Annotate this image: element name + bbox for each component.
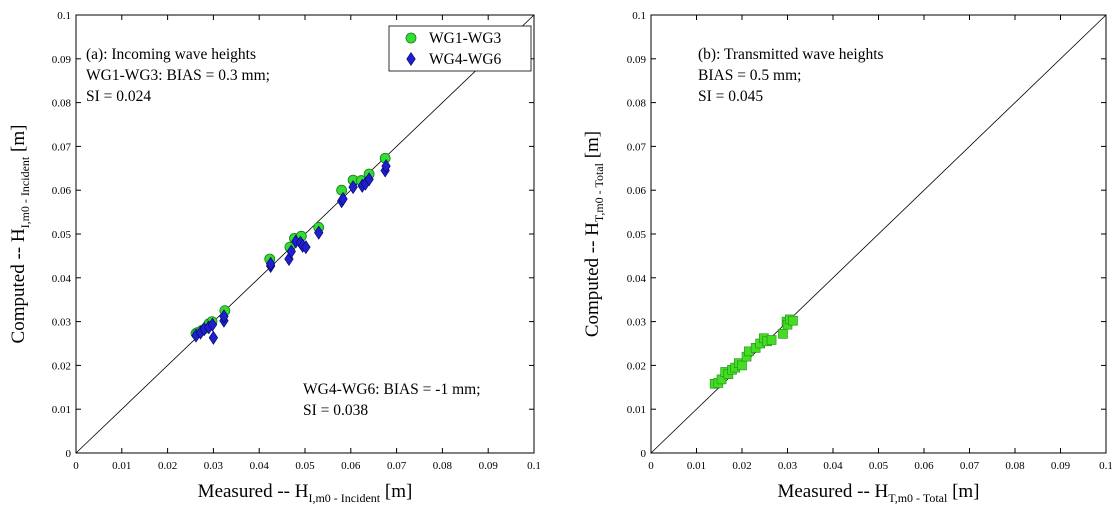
data-point bbox=[737, 360, 747, 371]
reference-line bbox=[650, 14, 1107, 454]
y-tick-label: 0.02 bbox=[52, 360, 71, 372]
y-tick-label: 0.07 bbox=[627, 141, 647, 153]
data-point bbox=[208, 330, 219, 345]
data-point bbox=[348, 180, 358, 195]
x-tick-label: 0.01 bbox=[112, 460, 131, 472]
y-tick-label: 0.02 bbox=[627, 360, 646, 372]
y-tick-label: 0.08 bbox=[52, 98, 72, 110]
x-tick-label: 0.08 bbox=[1005, 460, 1025, 472]
series-wg4-wg6 bbox=[191, 159, 391, 345]
data-point bbox=[381, 159, 391, 174]
x-tick-label: 0.05 bbox=[295, 460, 315, 472]
y-tick-label: 0.1 bbox=[57, 10, 71, 22]
y-tick-label: 0.06 bbox=[52, 185, 72, 197]
data-point bbox=[301, 240, 311, 255]
y-tick-label: 0.05 bbox=[627, 229, 647, 241]
panel-b-transmitted: 00 0.01 0.01 0.02 0.02 0.03 0.03 0.04 0.04 0.05 0.… bbox=[582, 10, 1113, 505]
data-point bbox=[314, 225, 324, 240]
x-tick-label: 0.06 bbox=[341, 460, 361, 472]
y-tick-label: 0.05 bbox=[52, 229, 72, 241]
y-tick-label: 0.03 bbox=[52, 317, 72, 329]
x-tick-label: 0.02 bbox=[732, 460, 751, 472]
x-tick-label: 0.03 bbox=[204, 460, 224, 472]
data-point bbox=[265, 256, 276, 271]
annotation-text: WG4-WG6: BIAS = -1 mm; bbox=[303, 381, 481, 398]
legend-marker bbox=[405, 32, 417, 44]
y-tick-label: 0.07 bbox=[52, 141, 72, 153]
y-tick-label: 0.01 bbox=[627, 404, 646, 416]
legend: WG1-WG3 WG4-WG6 bbox=[388, 25, 532, 72]
data-point bbox=[286, 244, 296, 259]
data-point bbox=[207, 317, 218, 332]
x-tick-label: 0.09 bbox=[479, 460, 499, 472]
annotation-text: BIAS = 0.5 mm; bbox=[698, 67, 801, 84]
data-point bbox=[219, 309, 229, 324]
x-tick-label: 0.09 bbox=[1051, 460, 1071, 472]
x-axis-label: Measured -- HT,m0 - Total [m] bbox=[777, 481, 979, 505]
y-tick-label: 0.04 bbox=[627, 273, 647, 285]
data-point bbox=[766, 335, 777, 345]
y-tick-label: 0.1 bbox=[632, 10, 646, 22]
x-tick-label: 0.07 bbox=[387, 460, 407, 472]
x-tick-label: 0 bbox=[648, 460, 654, 472]
annotation-text: SI = 0.038 bbox=[303, 402, 368, 419]
data-point bbox=[778, 329, 788, 339]
data-point bbox=[338, 191, 348, 207]
x-tick-label: 0.05 bbox=[869, 460, 889, 472]
annotation-text: (b): Transmitted wave heights bbox=[698, 46, 884, 63]
panel-a-incoming: 00 0.01 0.01 0.02 0.02 0.03 0.03 0.04 0.04 0.05 0.… bbox=[8, 10, 541, 505]
x-tick-label: 0.1 bbox=[1099, 460, 1113, 472]
legend-label: WG1-WG3 bbox=[429, 30, 502, 47]
x-tick-label: 0.1 bbox=[527, 460, 541, 472]
y-tick-label: 0.09 bbox=[627, 54, 647, 66]
y-tick-label: 0.01 bbox=[52, 404, 71, 416]
x-tick-label: 0.03 bbox=[778, 460, 798, 472]
annotation-text: SI = 0.024 bbox=[86, 88, 151, 105]
y-axis-label: Computed -- HT,m0 - Total [m] bbox=[582, 131, 606, 337]
series-data bbox=[709, 314, 798, 389]
y-tick-label: 0 bbox=[641, 448, 647, 460]
legend-label: WG4-WG6 bbox=[429, 51, 502, 68]
x-tick-label: 0.04 bbox=[823, 460, 843, 472]
legend-marker bbox=[406, 51, 416, 67]
y-tick-label: 0.09 bbox=[52, 54, 72, 66]
x-axis-label: Measured -- HI,m0 - Incident [m] bbox=[198, 481, 413, 505]
data-point bbox=[336, 184, 348, 196]
data-point bbox=[364, 172, 374, 187]
y-tick-label: 0.08 bbox=[627, 98, 647, 110]
y-tick-label: 0.06 bbox=[627, 185, 647, 197]
x-tick-label: 0.06 bbox=[914, 460, 934, 472]
y-axis-label: Computed -- HI,m0 - Incident [m] bbox=[8, 125, 32, 344]
annotation-text: (a): Incoming wave heights bbox=[86, 46, 256, 63]
x-tick-label: 0.04 bbox=[250, 460, 270, 472]
data-point bbox=[788, 315, 798, 326]
annotation-text: SI = 0.045 bbox=[698, 88, 763, 105]
annotation-text: WG1-WG3: BIAS = 0.3 mm; bbox=[86, 67, 270, 84]
x-tick-label: 0.08 bbox=[433, 460, 453, 472]
y-tick-label: 0.04 bbox=[52, 273, 72, 285]
x-tick-label: 0.01 bbox=[687, 460, 706, 472]
x-tick-label: 0.02 bbox=[158, 460, 177, 472]
y-tick-label: 0.03 bbox=[627, 317, 647, 329]
x-tick-label: 0 bbox=[73, 460, 79, 472]
y-tick-label: 0 bbox=[66, 448, 72, 460]
x-tick-label: 0.07 bbox=[960, 460, 980, 472]
